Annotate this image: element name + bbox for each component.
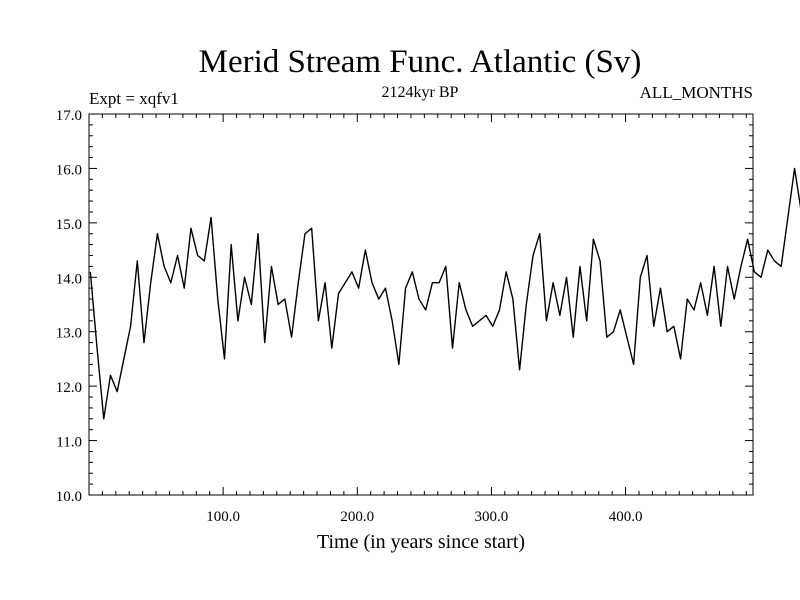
plot-frame [88,113,754,496]
y-tick-label: 13.0 [56,326,82,342]
months-label: ALL_MONTHS [640,83,753,102]
x-tick-label: 200.0 [340,509,374,525]
x-tick-label: 400.0 [609,509,643,525]
x-axis: 100.0 200.0 300.0 400.0 [101,114,747,525]
y-tick-label: 17.0 [56,108,82,124]
x-axis-label: Time (in years since start) [317,531,525,553]
y-tick-label: 16.0 [56,162,82,178]
y-tick-label: 10.0 [56,489,82,505]
period-label: 2124kyr BP [382,84,459,101]
x-tick-label: 300.0 [475,509,509,525]
chart-title: Merid Stream Func. Atlantic (Sv) [199,44,642,80]
y-tick-label: 11.0 [56,435,82,451]
x-tick-label: 100.0 [206,509,240,525]
y-tick-label: 12.0 [56,380,82,396]
experiment-label: Expt = xqfv1 [89,89,179,108]
y-tick-label: 15.0 [56,217,82,233]
y-tick-label: 14.0 [56,271,82,287]
series-line [89,167,800,420]
y-axis: 10.0 11.0 12.0 13.0 14.0 15.0 16.0 17.0 [56,108,753,505]
